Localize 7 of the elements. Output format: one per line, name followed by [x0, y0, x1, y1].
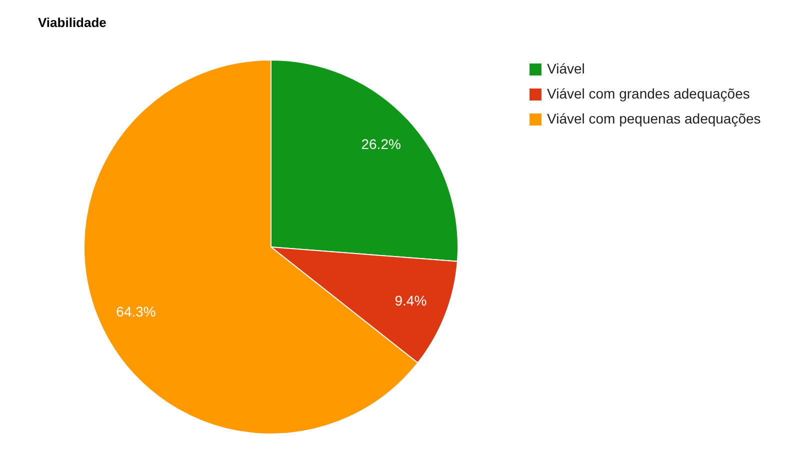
data-label: 64.3% [116, 303, 156, 320]
data-label: 9.4% [394, 292, 427, 309]
chart-title: Viabilidade [38, 15, 106, 30]
data-label: 26.2% [361, 136, 401, 152]
legend-label: Viável [547, 60, 585, 76]
legend-label: Viável com pequenas adequações [547, 110, 761, 126]
legend-label: Viável com grandes adequações [547, 86, 750, 102]
